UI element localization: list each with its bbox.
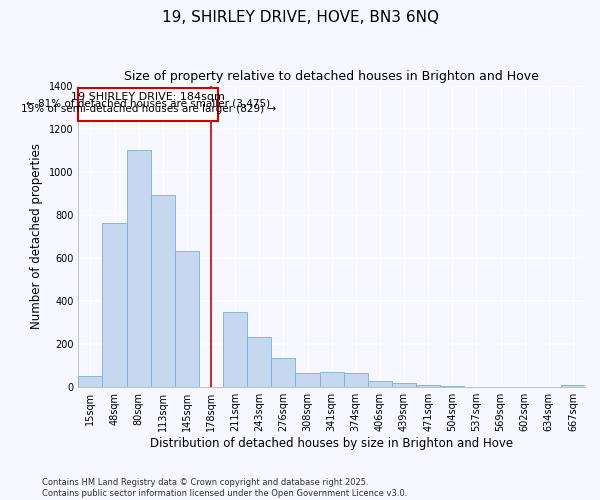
Bar <box>416 384 440 387</box>
Bar <box>223 312 247 387</box>
X-axis label: Distribution of detached houses by size in Brighton and Hove: Distribution of detached houses by size … <box>150 437 513 450</box>
Text: 19 SHIRLEY DRIVE: 184sqm: 19 SHIRLEY DRIVE: 184sqm <box>71 92 225 102</box>
Text: 19, SHIRLEY DRIVE, HOVE, BN3 6NQ: 19, SHIRLEY DRIVE, HOVE, BN3 6NQ <box>161 10 439 25</box>
Bar <box>247 336 271 387</box>
Bar <box>295 373 320 387</box>
Bar <box>151 196 175 387</box>
Bar <box>344 373 368 387</box>
Bar <box>320 372 344 387</box>
Bar <box>103 224 127 387</box>
Bar <box>175 252 199 387</box>
Bar <box>440 386 464 387</box>
Bar <box>368 381 392 387</box>
Bar <box>392 384 416 387</box>
Bar <box>127 150 151 387</box>
Text: 19% of semi-detached houses are larger (829) →: 19% of semi-detached houses are larger (… <box>21 104 276 114</box>
Bar <box>271 358 295 387</box>
Text: ← 81% of detached houses are smaller (3,475): ← 81% of detached houses are smaller (3,… <box>26 98 271 108</box>
Bar <box>79 88 218 121</box>
Bar <box>561 384 585 387</box>
Bar <box>79 376 103 387</box>
Text: Contains HM Land Registry data © Crown copyright and database right 2025.
Contai: Contains HM Land Registry data © Crown c… <box>42 478 407 498</box>
Y-axis label: Number of detached properties: Number of detached properties <box>31 144 43 330</box>
Title: Size of property relative to detached houses in Brighton and Hove: Size of property relative to detached ho… <box>124 70 539 83</box>
